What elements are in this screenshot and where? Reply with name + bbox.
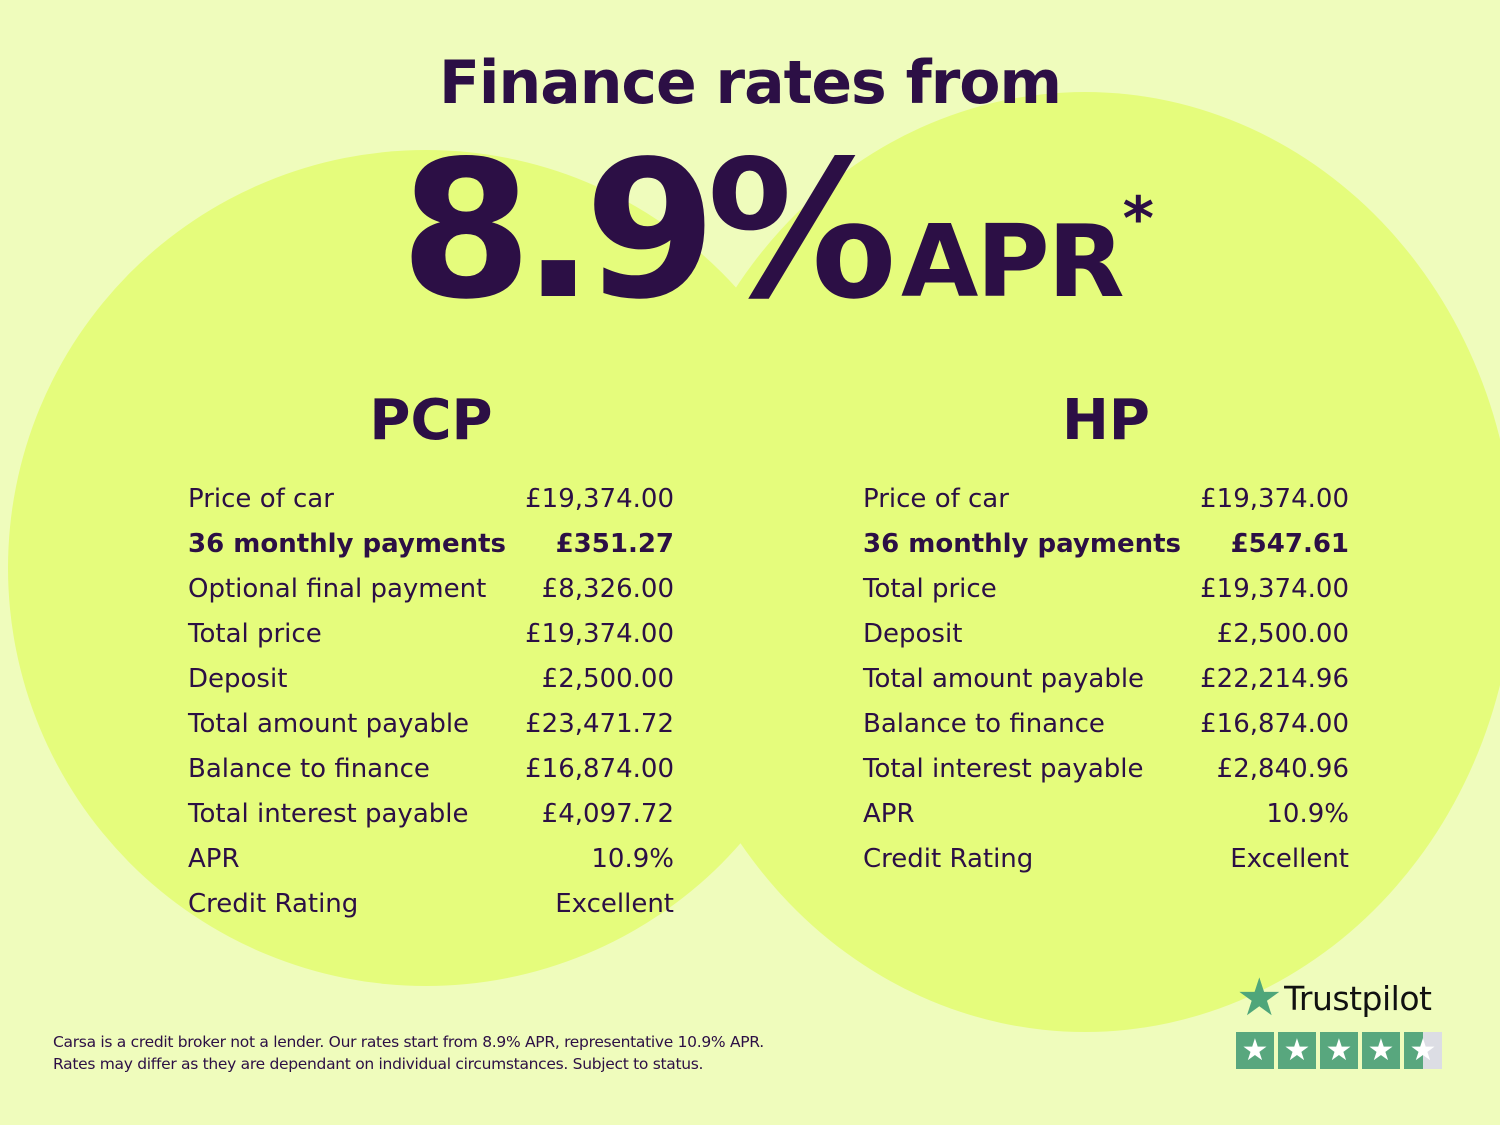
table-row: Total interest payable £2,840.96: [863, 747, 1349, 792]
row-label: APR: [863, 799, 915, 829]
row-value: £2,840.96: [1216, 754, 1349, 784]
row-value: £19,374.00: [525, 484, 674, 514]
table-row: Balance to finance £16,874.00: [863, 702, 1349, 747]
table-row: Deposit £2,500.00: [188, 657, 674, 702]
table-row: Price of car £19,374.00: [188, 477, 674, 522]
row-label: 36 monthly payments: [863, 529, 1181, 559]
table-row: Total amount payable £23,471.72: [188, 702, 674, 747]
table-row: APR 10.9%: [188, 837, 674, 882]
trustpilot-badge[interactable]: ★ Trustpilot ★ ★ ★ ★ ★: [1236, 972, 1442, 1069]
row-label: 36 monthly payments: [188, 529, 506, 559]
table-row: 36 monthly payments £351.27: [188, 522, 674, 567]
row-value: 10.9%: [1266, 799, 1349, 829]
row-value: £4,097.72: [541, 799, 674, 829]
rating-star-icon: ★: [1404, 1032, 1442, 1069]
row-value: £23,471.72: [525, 709, 674, 739]
table-row: Deposit £2,500.00: [863, 612, 1349, 657]
row-value: £16,874.00: [1200, 709, 1349, 739]
row-label: Total interest payable: [188, 799, 469, 829]
row-label: Credit Rating: [188, 889, 359, 919]
trustpilot-rating: ★ ★ ★ ★ ★: [1236, 1032, 1442, 1069]
table-row: Balance to finance £16,874.00: [188, 747, 674, 792]
row-value: £19,374.00: [1200, 574, 1349, 604]
rate-asterisk: *: [1122, 184, 1155, 254]
row-value: 10.9%: [591, 844, 674, 874]
rate-display: 8.9% APR*: [400, 120, 1154, 341]
row-label: Deposit: [863, 619, 963, 649]
rate-value: 8.9%: [400, 120, 897, 341]
table-row: Total price £19,374.00: [188, 612, 674, 657]
row-value: £2,500.00: [541, 664, 674, 694]
pcp-table: PCP Price of car £19,374.00 36 monthly pay…: [188, 385, 674, 927]
rating-star-icon: ★: [1320, 1032, 1358, 1069]
row-value: £16,874.00: [525, 754, 674, 784]
table-row: Optional final payment £8,326.00: [188, 567, 674, 612]
row-label: Balance to finance: [188, 754, 430, 784]
background-circle-right: [655, 92, 1500, 1032]
row-label: Total interest payable: [863, 754, 1144, 784]
rating-star-icon: ★: [1278, 1032, 1316, 1069]
headline: Finance rates from: [438, 48, 1062, 118]
rate-apr: APR: [900, 203, 1125, 320]
table-row: Total price £19,374.00: [863, 567, 1349, 612]
row-label: Credit Rating: [863, 844, 1034, 874]
trustpilot-name: Trustpilot: [1284, 978, 1432, 1018]
pcp-title: PCP: [369, 388, 493, 453]
row-value: £547.61: [1230, 529, 1349, 559]
row-label: Total price: [863, 574, 997, 604]
row-value: Excellent: [1230, 844, 1349, 874]
trustpilot-logo: ★ Trustpilot: [1236, 972, 1442, 1024]
table-row: 36 monthly payments £547.61: [863, 522, 1349, 567]
row-label: Total price: [188, 619, 322, 649]
row-value: £2,500.00: [1216, 619, 1349, 649]
row-value: £8,326.00: [541, 574, 674, 604]
rating-star-icon: ★: [1236, 1032, 1274, 1069]
disclaimer-line-2: Rates may differ as they are dependant o…: [53, 1055, 704, 1073]
table-row: APR 10.9%: [863, 792, 1349, 837]
hp-table: HP Price of car £19,374.00 36 monthly paym…: [863, 385, 1349, 882]
table-row: Credit Rating Excellent: [188, 882, 674, 927]
table-row: Total amount payable £22,214.96: [863, 657, 1349, 702]
row-label: Total amount payable: [188, 709, 470, 739]
row-value: Excellent: [555, 889, 674, 919]
row-value: £19,374.00: [525, 619, 674, 649]
table-row: Price of car £19,374.00: [863, 477, 1349, 522]
table-row: Credit Rating Excellent: [863, 837, 1349, 882]
row-label: Deposit: [188, 664, 288, 694]
row-label: Total amount payable: [863, 664, 1145, 694]
row-label: Optional final payment: [188, 574, 487, 604]
table-row: Total interest payable £4,097.72: [188, 792, 674, 837]
row-value: £22,214.96: [1200, 664, 1349, 694]
row-label: Price of car: [863, 484, 1009, 514]
row-value: £351.27: [555, 529, 674, 559]
hp-title: HP: [1062, 388, 1150, 453]
star-icon: ★: [1236, 968, 1283, 1028]
row-label: APR: [188, 844, 240, 874]
row-label: Balance to finance: [863, 709, 1105, 739]
disclaimer-line-1: Carsa is a credit broker not a lender. O…: [53, 1033, 764, 1051]
row-value: £19,374.00: [1200, 484, 1349, 514]
row-label: Price of car: [188, 484, 334, 514]
disclaimer: Carsa is a credit broker not a lender. O…: [53, 1031, 764, 1075]
rating-star-icon: ★: [1362, 1032, 1400, 1069]
